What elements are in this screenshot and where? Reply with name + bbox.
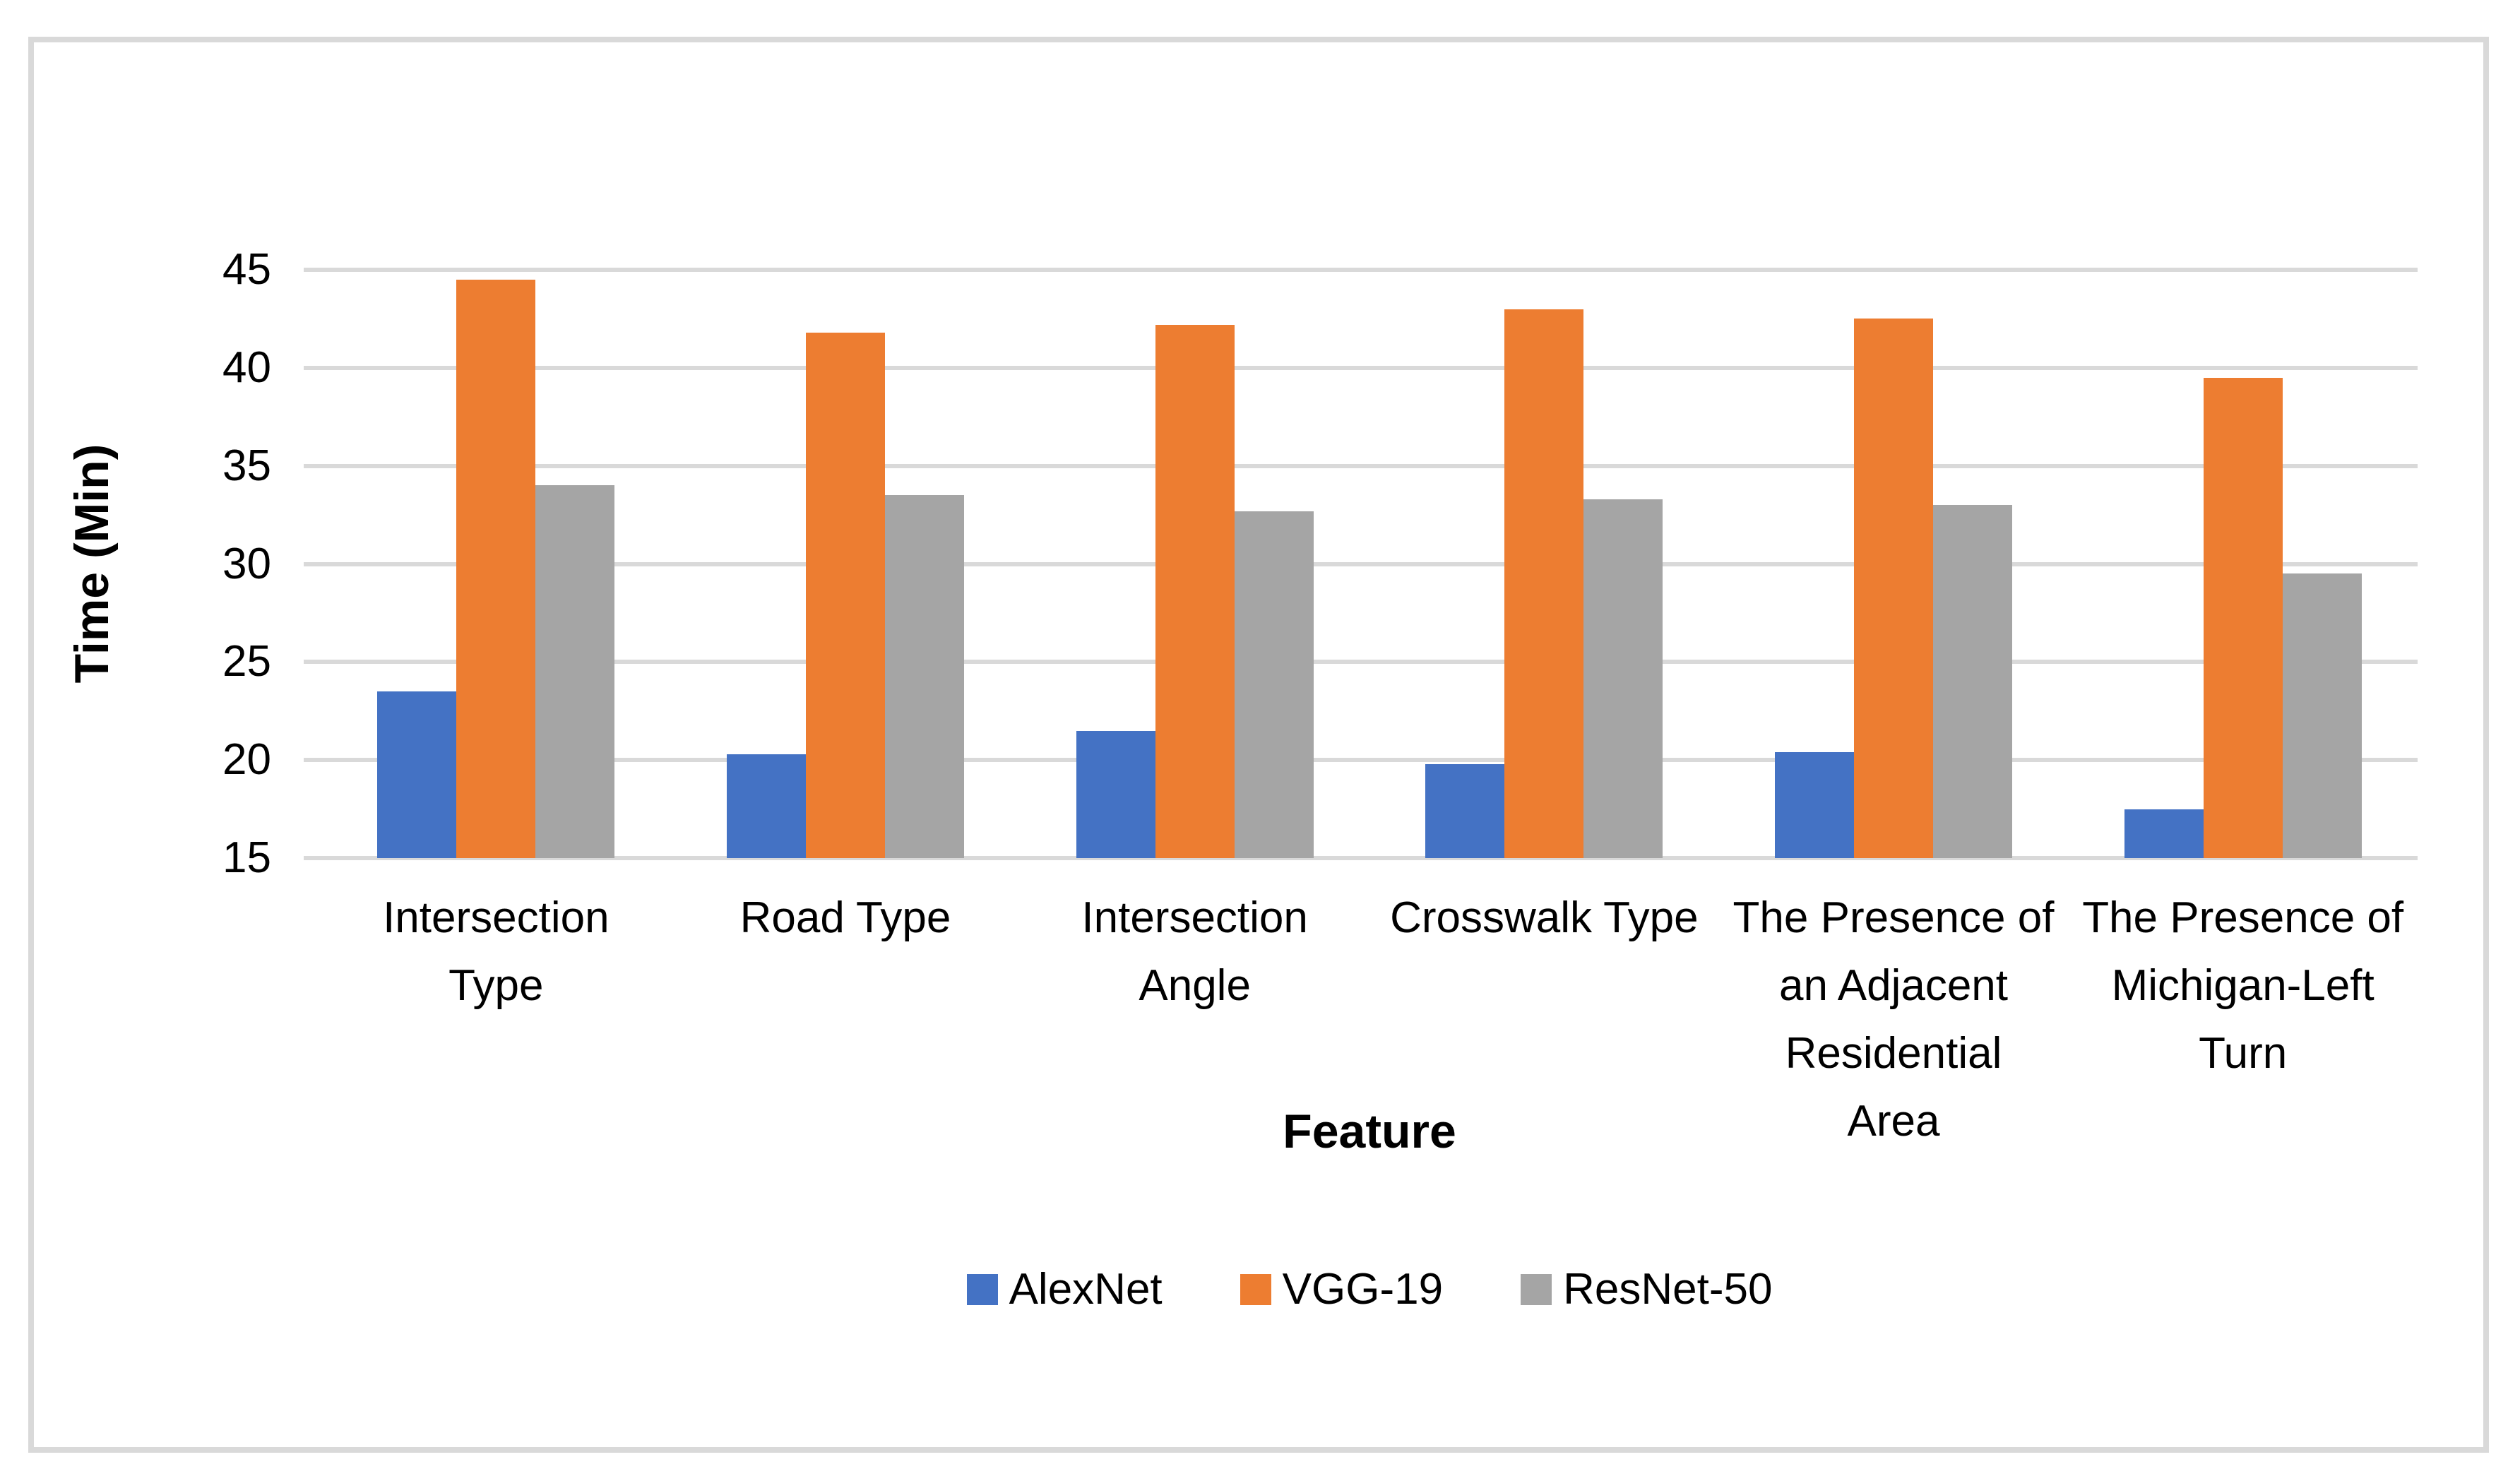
bar-vgg-19-group2	[806, 332, 885, 858]
gridline-15	[304, 856, 2418, 860]
legend-label-resnet-50: ResNet-50	[1563, 1265, 1773, 1314]
legend: AlexNet VGG-19 ResNet-50	[321, 1264, 2418, 1314]
gridline-45	[304, 268, 2418, 272]
bar-alexnet-group5	[1775, 752, 1854, 858]
y-tick-label-40: 40	[222, 343, 271, 392]
x-axis-title: Feature	[1283, 1105, 1456, 1158]
figure-border	[28, 37, 2489, 1453]
legend-label-alexnet: AlexNet	[1009, 1265, 1163, 1314]
bar-vgg-19-group5	[1854, 319, 1933, 858]
bar-resnet-50-group3	[1234, 511, 1314, 858]
legend-item-vgg-19: VGG-19	[1240, 1264, 1443, 1314]
y-tick-label-45: 45	[222, 245, 271, 294]
bar-resnet-50-group2	[885, 495, 964, 858]
bar-resnet-50-group5	[1933, 505, 2012, 858]
legend-swatch-resnet-50	[1521, 1273, 1552, 1305]
bar-vgg-19-group3	[1155, 324, 1235, 858]
x-category-label-5: The Presence of an Adjacent Residential …	[1732, 893, 2055, 1146]
bar-vgg-19-group4	[1504, 309, 1584, 858]
y-tick-label-30: 30	[222, 539, 271, 588]
bar-resnet-50-group6	[2282, 573, 2362, 858]
y-tick-label-35: 35	[222, 441, 271, 490]
y-tick-label-20: 20	[222, 735, 271, 785]
legend-swatch-vgg-19	[1240, 1273, 1271, 1305]
legend-item-resnet-50: ResNet-50	[1521, 1264, 1772, 1314]
bar-alexnet-group3	[1076, 730, 1155, 858]
x-category-label-4: Crosswalk Type	[1390, 893, 1699, 942]
x-category-label-1: Intersection Type	[383, 893, 610, 1010]
bar-alexnet-group4	[1425, 763, 1505, 858]
legend-item-alexnet: AlexNet	[966, 1264, 1163, 1314]
y-tick-label-25: 25	[222, 637, 271, 686]
x-category-label-2: Road Type	[739, 893, 951, 942]
bar-vgg-19-group1	[456, 279, 536, 858]
legend-label-vgg-19: VGG-19	[1282, 1265, 1444, 1314]
legend-swatch-alexnet	[966, 1273, 998, 1305]
bar-resnet-50-group1	[535, 485, 615, 858]
x-category-label-3: Intersection Angle	[1081, 893, 1308, 1010]
gridline-20	[304, 758, 2418, 763]
bar-alexnet-group2	[727, 754, 806, 858]
bar-alexnet-group1	[377, 691, 457, 858]
bar-vgg-19-group6	[2203, 377, 2283, 858]
gridline-30	[304, 561, 2418, 566]
gridline-25	[304, 660, 2418, 665]
bar-resnet-50-group4	[1583, 499, 1663, 858]
gridline-35	[304, 463, 2418, 468]
gridline-40	[304, 365, 2418, 370]
x-category-label-6: The Presence of Michigan-Left Turn	[2082, 893, 2404, 1078]
bar-alexnet-group6	[2124, 809, 2204, 858]
y-tick-label-15: 15	[222, 833, 271, 882]
